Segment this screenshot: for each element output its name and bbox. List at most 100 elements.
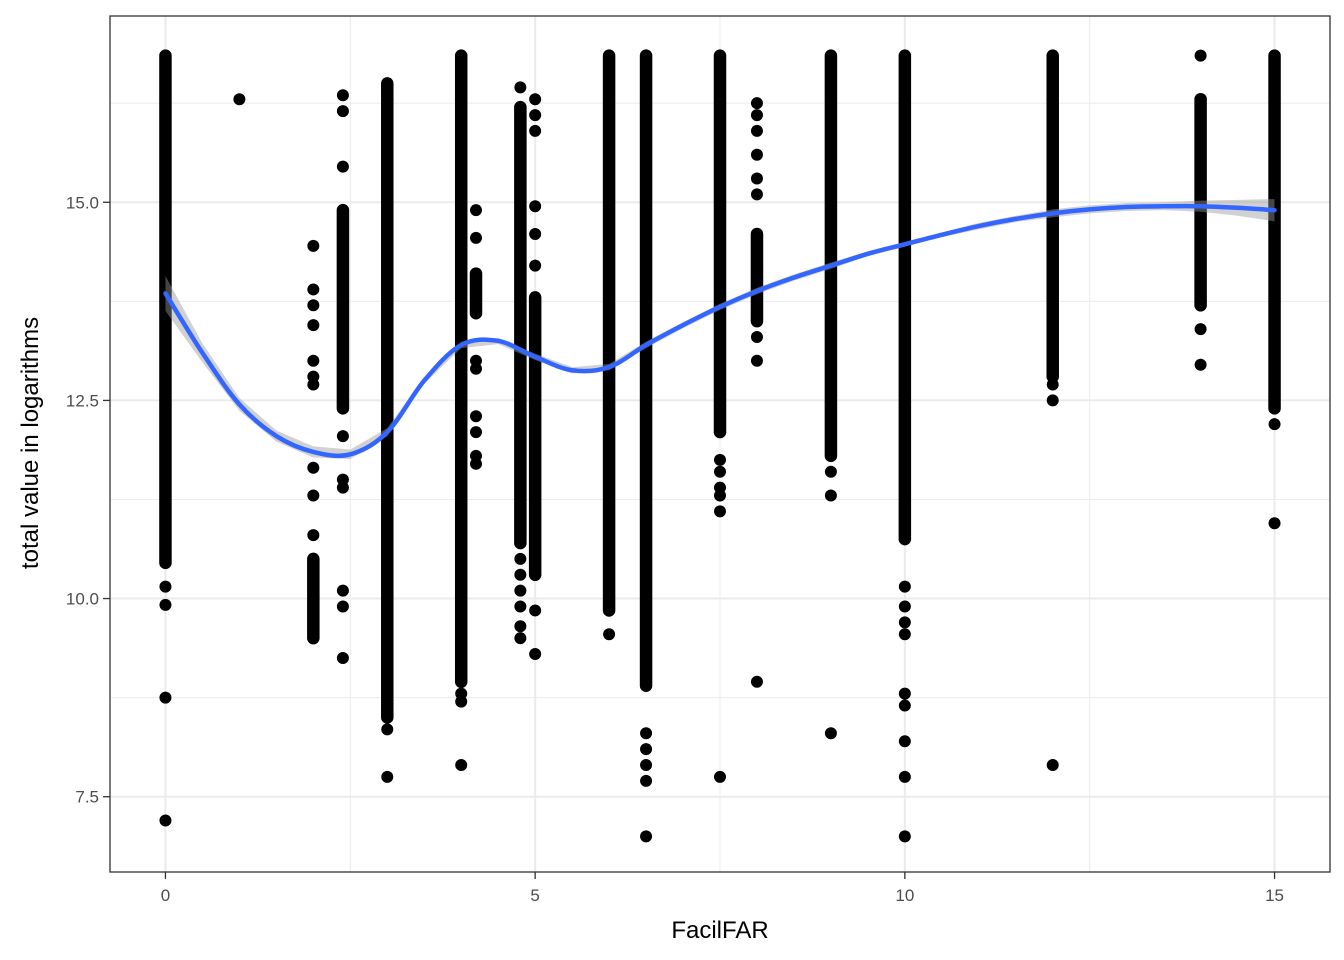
data-point (529, 93, 542, 106)
data-point (898, 616, 911, 629)
data-point (336, 89, 349, 102)
data-point (898, 770, 911, 783)
data-point (714, 465, 726, 478)
data-point (455, 759, 468, 771)
data-point (640, 743, 653, 756)
data-point (514, 101, 527, 114)
data-point (750, 188, 763, 201)
data-point (750, 331, 763, 343)
x-tick-label: 0 (161, 886, 170, 905)
data-point (529, 109, 542, 122)
panel-border (109, 15, 1331, 873)
data-point (824, 489, 837, 502)
data-point (750, 124, 763, 137)
data-point (714, 505, 726, 518)
data-point (714, 489, 726, 502)
data-point (898, 699, 911, 712)
confidence-band (165, 199, 1275, 460)
data-point (336, 160, 349, 173)
data-point (1194, 49, 1207, 62)
x-axis-ticks: 0 5 10 15 (161, 872, 1284, 905)
data-point (336, 600, 349, 613)
data-point (307, 529, 320, 542)
data-point (307, 378, 320, 391)
data-point (529, 227, 542, 240)
data-point (336, 481, 349, 494)
y-tick-label: 15.0 (66, 193, 99, 212)
data-point (307, 299, 320, 312)
data-point (898, 628, 911, 641)
data-point (898, 580, 911, 593)
data-point (159, 580, 172, 593)
data-point (470, 426, 482, 439)
data-point (514, 632, 527, 645)
data-point (1046, 759, 1059, 771)
smooth-line (163, 203, 1277, 459)
x-tick-label: 10 (895, 886, 914, 905)
data-point (307, 461, 320, 474)
data-point (1268, 418, 1281, 431)
data-point (336, 652, 349, 664)
x-tick-label: 15 (1265, 886, 1284, 905)
x-axis-title: FacilFAR (671, 917, 768, 944)
y-tick-label: 12.5 (66, 391, 99, 410)
x-tick-label: 5 (530, 886, 539, 905)
data-point (307, 239, 320, 252)
smooth-curve (163, 199, 1277, 460)
data-point (470, 457, 482, 470)
data-point (455, 695, 468, 708)
data-point (470, 204, 482, 217)
data-point (529, 604, 542, 617)
data-point (640, 759, 653, 771)
data-point (1046, 378, 1059, 391)
data-point (159, 814, 172, 827)
data-point (1194, 358, 1207, 371)
data-point (159, 691, 172, 704)
data-point (898, 600, 911, 613)
data-point (1046, 394, 1059, 407)
y-tick-label: 7.5 (75, 788, 99, 807)
data-point (750, 354, 763, 367)
data-point (336, 430, 349, 443)
data-point (714, 770, 726, 783)
data-point (307, 354, 320, 367)
data-point (750, 148, 763, 161)
data-point (470, 362, 482, 375)
data-point (470, 231, 482, 244)
data-point (159, 598, 172, 611)
data-point (336, 584, 349, 597)
data-point (529, 648, 542, 661)
data-point (381, 723, 394, 736)
data-point (750, 675, 763, 688)
data-point (750, 97, 763, 110)
data-point (640, 727, 653, 740)
data-point (714, 453, 726, 466)
data-point (336, 105, 349, 118)
data-point (233, 93, 246, 106)
data-point (470, 410, 482, 423)
data-point (898, 735, 911, 748)
data-point (514, 584, 527, 597)
y-axis-ticks: 7.5 10.0 12.5 15.0 (66, 193, 110, 807)
data-point (898, 687, 911, 700)
data-point (640, 774, 653, 787)
data-point (514, 600, 527, 613)
data-point (529, 200, 542, 213)
data-point (514, 552, 527, 565)
data-point (898, 830, 911, 843)
data-point (307, 319, 320, 332)
data-point (514, 568, 527, 581)
data-point (640, 830, 653, 843)
data-point (1194, 323, 1207, 336)
data-point (529, 259, 542, 272)
data-point (750, 172, 763, 185)
data-point (381, 770, 394, 783)
data-point (514, 620, 527, 633)
data-point (603, 628, 616, 641)
y-tick-label: 10.0 (66, 590, 99, 609)
data-point (1268, 517, 1281, 530)
data-points (159, 49, 1281, 843)
data-point (307, 283, 320, 296)
data-point (750, 109, 763, 122)
